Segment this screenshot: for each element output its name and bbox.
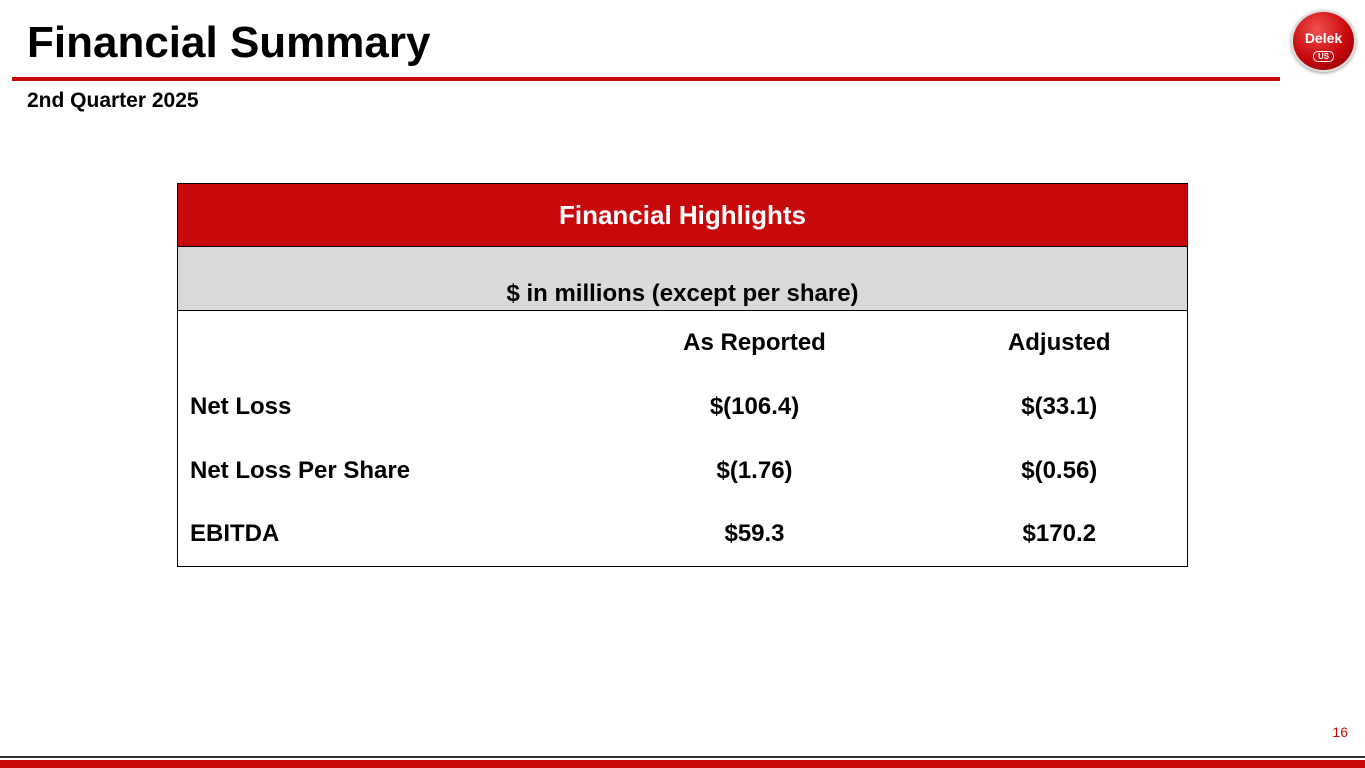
logo-sub: US [1312, 51, 1335, 62]
column-header [178, 311, 578, 375]
unit-note: $ in millions (except per share) [177, 246, 1188, 311]
row-label: Net Loss [190, 392, 292, 420]
table-row: EBITDA $59.3 $170.2 [178, 503, 1188, 567]
reported-value: $(106.4) [709, 392, 800, 420]
delek-logo: Delek US [1291, 10, 1356, 72]
row-label: Net Loss Per Share [190, 456, 411, 484]
reported-value: $59.3 [724, 520, 785, 548]
row-label: EBITDA [190, 520, 280, 548]
page-number: 16 [1332, 724, 1348, 740]
table-title: Financial Highlights [177, 183, 1188, 247]
page-subtitle: 2nd Quarter 2025 [27, 89, 199, 112]
adjusted-value: $(33.1) [1021, 392, 1098, 420]
logo-text: Delek [1304, 30, 1343, 46]
table-row: Net Loss Per Share $(1.76) $(0.56) [178, 439, 1188, 503]
adjusted-value: $170.2 [1022, 520, 1096, 548]
footer-band [0, 760, 1365, 768]
column-header-row: As Reported Adjusted [178, 311, 1188, 375]
reported-value: $(1.76) [716, 456, 793, 484]
title-divider [12, 77, 1280, 81]
financial-highlights-table: Financial Highlights $ in millions (exce… [177, 183, 1188, 567]
column-header: Adjusted [1007, 328, 1111, 356]
adjusted-value: $(0.56) [1021, 456, 1098, 484]
table-row: Net Loss $(106.4) $(33.1) [178, 375, 1188, 439]
column-header: As Reported [683, 328, 826, 356]
footer-line [0, 756, 1365, 758]
page-title: Financial Summary [27, 18, 431, 67]
